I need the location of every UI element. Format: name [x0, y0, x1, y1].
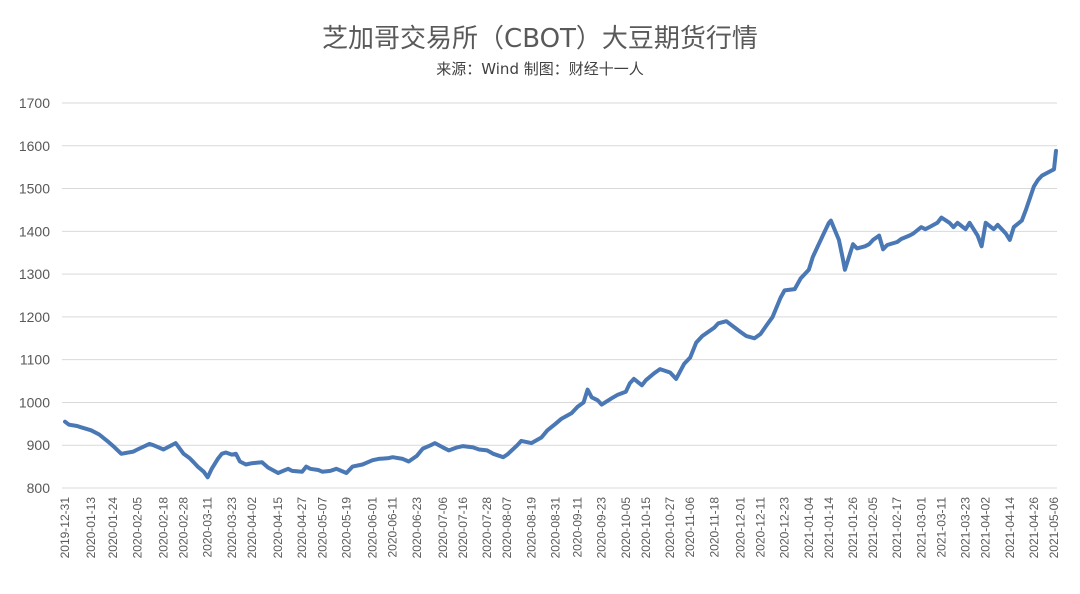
x-tick-label: 2020-10-15: [639, 497, 653, 559]
x-tick-label: 2020-09-23: [595, 497, 609, 559]
chart-subtitle: 来源：Wind 制图：财经十一人: [436, 60, 644, 78]
y-tick-label: 900: [27, 437, 51, 453]
x-tick-label: 2020-12-01: [733, 497, 747, 559]
x-tick-label: 2020-08-19: [524, 497, 538, 559]
y-tick-label: 800: [27, 480, 51, 496]
x-tick-label: 2020-06-11: [386, 497, 400, 558]
x-tick-label: 2020-02-18: [156, 497, 170, 559]
x-tick-label: 2020-08-07: [500, 497, 514, 559]
x-tick-label: 2020-03-11: [201, 497, 215, 558]
x-tick-label: 2020-12-11: [754, 497, 768, 558]
x-tick-label: 2020-04-15: [271, 497, 285, 559]
x-tick-label: 2020-07-06: [436, 497, 450, 559]
x-tick-label: 2020-04-27: [295, 497, 309, 559]
x-tick-label: 2021-04-26: [1027, 497, 1041, 559]
x-tick-label: 2020-08-31: [548, 497, 562, 559]
x-tick-label: 2020-02-05: [130, 497, 144, 559]
x-tick-label: 2021-03-11: [934, 497, 948, 558]
x-tick-label: 2021-04-14: [1003, 497, 1017, 559]
x-tick-label: 2021-05-06: [1047, 497, 1061, 559]
x-tick-label: 2021-04-02: [979, 497, 993, 559]
x-tick-label: 2020-04-02: [245, 497, 259, 559]
y-tick-label: 1200: [19, 309, 50, 325]
x-tick-label: 2020-07-16: [456, 497, 470, 559]
x-tick-label: 2020-07-28: [480, 497, 494, 559]
x-tick-label: 2020-05-07: [315, 497, 329, 559]
y-tick-label: 1600: [19, 138, 50, 154]
x-tick-label: 2020-12-23: [778, 497, 792, 559]
x-tick-label: 2020-02-28: [177, 497, 191, 559]
x-tick-label: 2020-06-23: [410, 497, 424, 559]
x-tick-label: 2019-12-31: [58, 497, 72, 559]
x-tick-label: 2021-03-23: [959, 497, 973, 559]
x-tick-label: 2020-01-13: [84, 497, 98, 559]
x-tick-label: 2021-01-26: [846, 497, 860, 559]
y-tick-label: 1300: [19, 266, 50, 282]
y-tick-label: 1700: [19, 95, 50, 111]
x-tick-label: 2021-02-17: [890, 497, 904, 559]
y-tick-label: 1100: [20, 352, 50, 368]
x-tick-label: 2020-03-23: [225, 497, 239, 559]
x-tick-label: 2021-02-05: [866, 497, 880, 559]
x-tick-label: 2020-11-06: [683, 497, 697, 558]
x-tick-label: 2020-09-11: [571, 497, 585, 558]
x-tick-label: 2021-03-01: [914, 497, 928, 559]
y-tick-label: 1500: [19, 181, 50, 197]
chart-title: 芝加哥交易所（CBOT）大豆期货行情: [322, 24, 758, 54]
y-tick-label: 1400: [19, 223, 50, 239]
x-tick-label: 2021-01-14: [822, 497, 836, 559]
x-tick-label: 2020-10-05: [619, 497, 633, 559]
x-tick-label: 2020-05-19: [339, 497, 353, 559]
y-tick-label: 1000: [19, 394, 50, 410]
x-tick-label: 2021-01-04: [802, 497, 816, 559]
x-tick-label: 2020-01-24: [106, 497, 120, 559]
x-tick-label: 2020-06-01: [366, 497, 380, 559]
series-line-0: [63, 148, 1058, 480]
x-tick-label: 2020-11-18: [707, 497, 721, 558]
x-tick-label: 2020-10-27: [663, 497, 677, 559]
